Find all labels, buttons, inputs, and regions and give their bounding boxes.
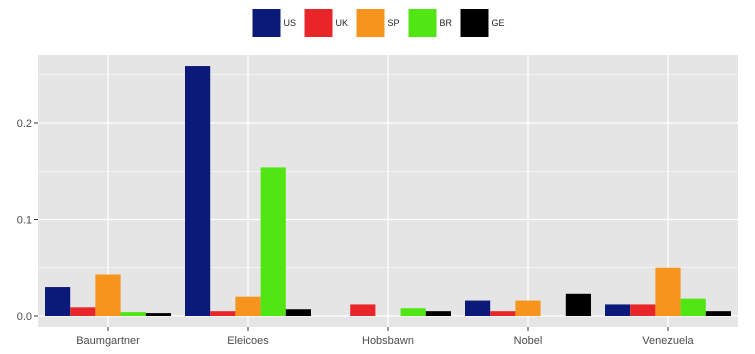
legend-key-uk <box>304 9 333 37</box>
bar-ge-eleicoes <box>285 309 311 316</box>
legend-key-ge <box>460 9 489 37</box>
y-tick-label: 0.2 <box>17 118 32 130</box>
bar-sp-venezuela <box>655 267 681 316</box>
bar-us-nobel <box>465 300 491 316</box>
x-tick-label: Eleicoes <box>227 335 269 347</box>
legend-label-us: US <box>284 18 297 28</box>
legend-label-uk: UK <box>336 18 349 28</box>
y-axis: 0.0 0.1 0.2 <box>17 118 38 323</box>
bar-br-hobsbawn <box>400 308 426 316</box>
legend: US UK SP BR GE <box>252 9 505 37</box>
bar-sp-nobel <box>515 300 541 316</box>
x-axis: Baumgartner Eleicoes Hobsbawn Nobel Venezuel… <box>76 327 695 347</box>
bar-ge-baumgartner <box>145 313 171 316</box>
bars <box>45 66 731 316</box>
bar-br-baumgartner <box>120 312 146 316</box>
bar-br-venezuela <box>680 298 706 316</box>
bar-uk-venezuela <box>630 304 656 316</box>
x-tick-label: Venezuela <box>642 335 694 347</box>
bar-uk-hobsbawn <box>350 304 376 316</box>
x-tick-label: Baumgartner <box>76 335 140 347</box>
legend-key-br <box>408 9 437 37</box>
bar-uk-baumgartner <box>70 307 96 316</box>
bar-uk-nobel <box>490 311 516 316</box>
legend-key-sp <box>356 9 385 37</box>
bar-sp-eleicoes <box>235 296 261 316</box>
bar-us-baumgartner <box>45 287 71 316</box>
x-tick-label: Nobel <box>514 335 543 347</box>
bar-ge-hobsbawn <box>425 311 451 316</box>
bar-us-eleicoes <box>185 66 211 316</box>
bar-uk-eleicoes <box>210 311 236 316</box>
bar-sp-baumgartner <box>95 274 121 316</box>
legend-label-br: BR <box>440 18 453 28</box>
y-tick-label: 0.1 <box>17 215 32 227</box>
bar-ge-venezuela <box>705 311 731 316</box>
bar-ge-nobel <box>565 293 591 316</box>
bar-br-eleicoes <box>260 167 286 316</box>
y-tick-label: 0.0 <box>17 311 32 323</box>
bar-us-venezuela <box>605 304 631 316</box>
legend-label-sp: SP <box>388 18 400 28</box>
x-tick-label: Hobsbawn <box>362 335 414 347</box>
legend-key-us <box>252 9 281 37</box>
legend-label-ge: GE <box>492 18 505 28</box>
